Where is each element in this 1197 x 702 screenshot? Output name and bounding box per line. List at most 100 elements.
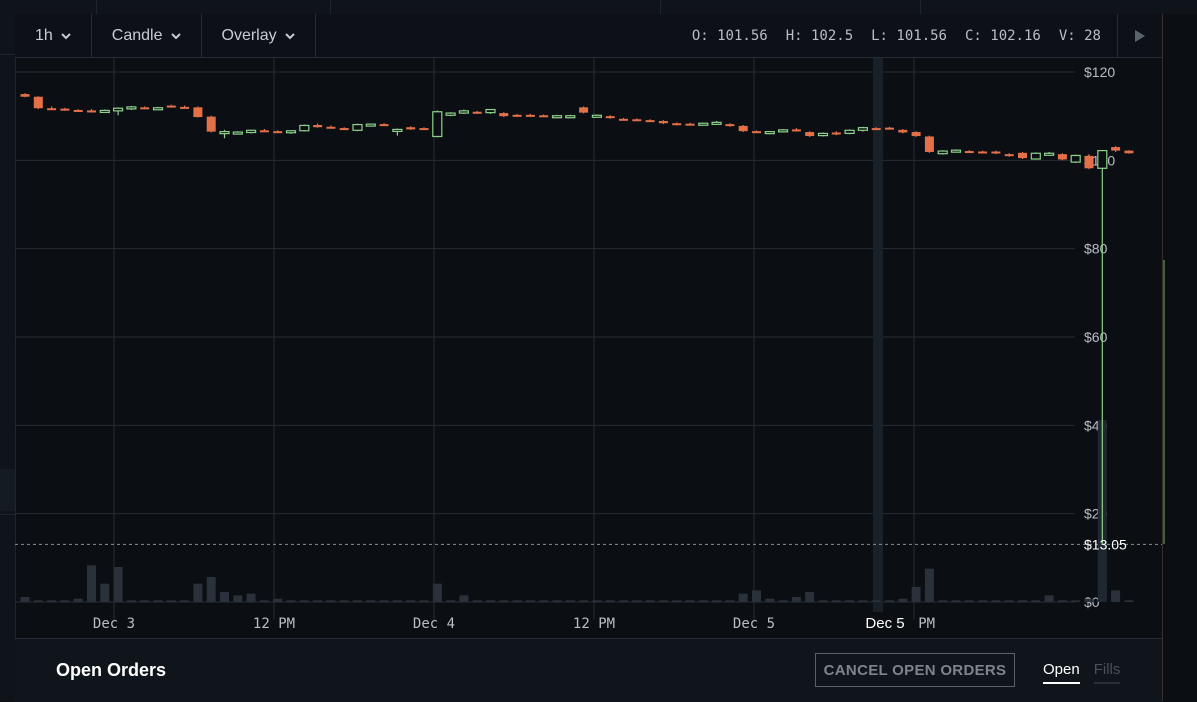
candle-body-up xyxy=(246,129,257,134)
candle-body-down xyxy=(805,132,815,137)
candle-body-up xyxy=(112,107,124,112)
candle-body-up xyxy=(152,107,164,111)
candle-body-down xyxy=(791,129,801,132)
candle-body-down xyxy=(1084,155,1094,169)
volume-bar xyxy=(206,577,216,602)
volume-bar xyxy=(778,600,788,602)
volume-bar xyxy=(486,600,495,602)
volume-bar xyxy=(286,600,296,602)
candle-body-down xyxy=(273,131,283,134)
candle-body-down xyxy=(978,151,988,154)
volume-bar xyxy=(87,565,96,602)
volume-bar xyxy=(299,600,309,602)
ohlcv-low: L: 101.56 xyxy=(871,27,947,44)
candle-body-up xyxy=(458,110,469,114)
chevron-down-icon xyxy=(61,32,71,39)
volume-bar xyxy=(885,600,894,602)
candle-body-down xyxy=(619,118,628,121)
candle-body-down xyxy=(991,151,1001,154)
candle-body-down xyxy=(166,105,176,108)
candle-body-up xyxy=(232,131,243,135)
interval-dropdown[interactable]: 1h xyxy=(15,14,92,57)
candle-body-down xyxy=(206,116,216,132)
volume-bar xyxy=(446,600,456,602)
volume-bar xyxy=(658,600,668,602)
volume-bar xyxy=(978,600,988,602)
volume-bar xyxy=(246,593,256,602)
overlay-label: Overlay xyxy=(221,26,277,44)
volume-bar xyxy=(765,598,775,602)
volume-bar xyxy=(911,587,921,602)
volume-bar xyxy=(379,600,389,602)
volume-bar xyxy=(605,600,615,602)
volume-bar xyxy=(166,600,176,602)
candle-body-up xyxy=(445,112,456,116)
candle-body-up xyxy=(126,106,137,110)
candle-body-down xyxy=(313,125,323,128)
top-strip-divider xyxy=(96,0,97,14)
candle-body-down xyxy=(512,114,522,117)
candle-body-up xyxy=(432,111,443,138)
ohlcv-close: C: 102.16 xyxy=(964,27,1041,44)
play-icon xyxy=(1135,29,1145,42)
volume-bar xyxy=(645,600,655,602)
volume-bar xyxy=(33,600,43,602)
candle-body-up xyxy=(352,123,363,131)
volume-bar xyxy=(898,598,908,602)
volume-bar xyxy=(951,600,961,602)
volume-bar xyxy=(459,595,469,602)
volume-bar xyxy=(552,600,562,602)
volume-bar xyxy=(1018,600,1027,602)
candle-body-down xyxy=(33,96,43,109)
top-strip-divider xyxy=(660,0,661,14)
ohlcv-high: H: 102.5 xyxy=(785,27,854,44)
y-tick-label: $120 xyxy=(1084,64,1115,80)
tab-open[interactable]: Open xyxy=(1043,661,1080,684)
volume-bar xyxy=(592,600,602,602)
volume-bar xyxy=(991,600,1001,602)
volume-bar xyxy=(406,600,416,602)
candle-body-up xyxy=(817,132,829,137)
volume-bar xyxy=(366,600,376,602)
right-panel-edge xyxy=(1162,14,1197,701)
candle-body-up xyxy=(392,128,403,133)
candle-body-down xyxy=(259,130,269,133)
candle-body-down xyxy=(1057,154,1067,160)
volume-bar xyxy=(539,600,549,602)
y-tick-label: $60 xyxy=(1084,329,1108,345)
candle-body-up xyxy=(299,124,310,132)
play-button[interactable] xyxy=(1117,14,1162,57)
overlay-dropdown[interactable]: Overlay xyxy=(202,14,316,57)
volume-bar xyxy=(738,593,748,602)
crosshair-x-label-bg xyxy=(858,612,912,634)
chart-type-dropdown[interactable]: Candle xyxy=(92,14,202,57)
orders-tabs: Open Fills xyxy=(1043,661,1121,684)
candle-body-down xyxy=(499,113,509,117)
volume-bar xyxy=(1071,600,1081,602)
candle-body-up xyxy=(1097,150,1108,169)
volume-bar xyxy=(113,567,123,602)
candle-body-up xyxy=(99,109,110,114)
ohlcv-readout: O: 101.56 H: 102.5 L: 101.56 C: 102.16 V… xyxy=(692,28,1117,44)
crosshair-x-label: Dec 5 xyxy=(865,615,904,632)
x-tick-label: Dec 4 xyxy=(413,616,455,632)
candle-body-down xyxy=(419,128,429,131)
volume-bar xyxy=(1084,598,1094,602)
candle-body-down xyxy=(326,126,336,129)
cancel-open-orders-button[interactable]: CANCEL OPEN ORDERS xyxy=(815,653,1015,687)
volume-bar xyxy=(672,600,682,602)
candle-body-down xyxy=(87,110,96,113)
volume-bar xyxy=(712,600,722,602)
volume-bar xyxy=(964,600,974,602)
candle-body-down xyxy=(1018,152,1027,159)
volume-bar xyxy=(472,600,482,602)
tab-fills[interactable]: Fills xyxy=(1093,661,1121,684)
open-orders-title: Open Orders xyxy=(56,660,167,680)
volume-bar xyxy=(20,597,30,602)
candle-body-up xyxy=(844,129,855,134)
volume-bar xyxy=(725,600,735,602)
candle-body-down xyxy=(406,127,416,130)
volume-bar xyxy=(858,600,868,602)
